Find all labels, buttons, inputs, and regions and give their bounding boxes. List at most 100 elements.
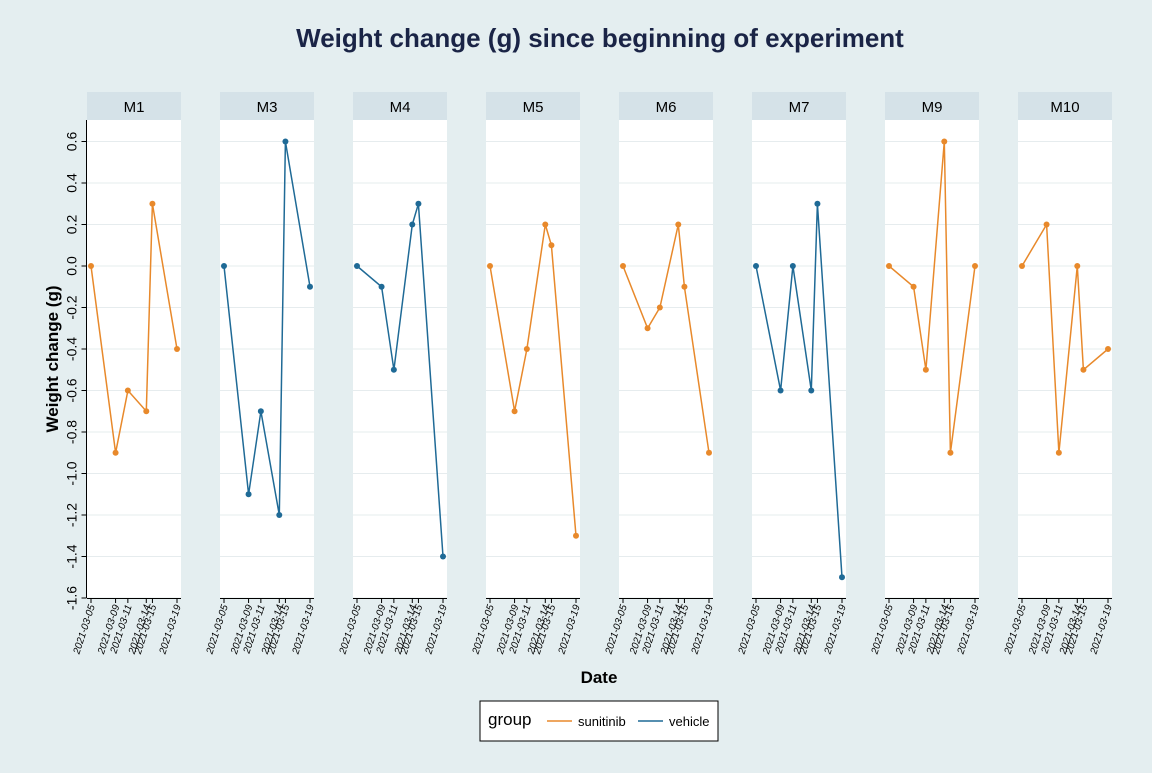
panel-header — [619, 92, 713, 120]
y-axis-label: Weight change (g) — [43, 285, 62, 432]
legend-label-sunitinib: sunitinib — [578, 714, 626, 729]
panel-m4: M42021-03-052021-03-092021-03-112021-03-… — [337, 92, 450, 657]
y-tick-label: -1.0 — [64, 461, 80, 485]
data-point — [149, 200, 156, 207]
data-point — [124, 387, 131, 394]
x-tick-label: 2021-03-05 — [736, 603, 763, 656]
legend-label-vehicle: vehicle — [669, 714, 709, 729]
series-line-m1 — [90, 203, 178, 453]
panel-m7: M72021-03-052021-03-092021-03-112021-03-… — [736, 92, 849, 657]
data-point — [972, 263, 978, 269]
data-point — [573, 532, 579, 539]
panel-header — [885, 92, 979, 120]
x-tick-label: 2021-03-19 — [822, 603, 849, 656]
x-axis-label: Date — [581, 668, 618, 687]
panel-m1: M12021-03-052021-03-092021-03-112021-03-… — [71, 92, 184, 657]
y-tick-label: -1.6 — [64, 586, 80, 610]
y-tick-label: -1.2 — [64, 503, 80, 527]
panel-plot-area — [885, 120, 979, 598]
data-point — [620, 263, 626, 269]
panel-title: M9 — [922, 99, 943, 116]
data-point — [487, 263, 493, 269]
data-point — [814, 200, 821, 207]
data-point — [922, 366, 929, 373]
y-tick-label: -0.6 — [64, 378, 80, 402]
data-point — [88, 263, 94, 269]
panel-header — [752, 92, 846, 120]
y-tick-label: -0.8 — [64, 420, 80, 444]
panel-title: M6 — [656, 99, 677, 116]
panel-plot-area — [486, 120, 580, 598]
series-line-m5 — [489, 224, 577, 536]
panel-title: M1 — [124, 99, 145, 116]
y-tick-label: 0.2 — [64, 215, 80, 235]
data-point — [390, 366, 397, 373]
panel-plot-area — [619, 120, 713, 598]
x-tick-label: 2021-03-19 — [955, 603, 982, 656]
series-line-m10 — [1021, 221, 1109, 453]
panel-plot-area — [87, 120, 181, 598]
data-point — [112, 449, 119, 456]
y-tick-label: -0.2 — [64, 295, 80, 319]
data-point — [1055, 449, 1062, 456]
panel-m6: M62021-03-052021-03-092021-03-112021-03-… — [603, 92, 716, 657]
y-tick-label: -1.4 — [64, 544, 80, 568]
data-point — [1105, 346, 1111, 352]
panel-title: M4 — [390, 99, 411, 116]
x-tick-label: 2021-03-05 — [470, 603, 497, 656]
y-tick-label: -0.4 — [64, 337, 80, 361]
x-tick-label: 2021-03-05 — [869, 603, 896, 656]
data-point — [440, 553, 446, 560]
data-point — [839, 574, 845, 581]
data-point — [276, 512, 283, 518]
data-point — [656, 304, 663, 311]
panel-header — [220, 92, 314, 120]
panel-m5: M52021-03-052021-03-092021-03-112021-03-… — [470, 92, 583, 657]
x-tick-label: 2021-03-05 — [71, 603, 98, 656]
series-line-m7 — [755, 203, 843, 578]
panel-title: M7 — [789, 99, 810, 116]
x-tick-label: 2021-03-05 — [1002, 603, 1029, 656]
data-point — [307, 283, 313, 290]
data-point — [681, 283, 688, 290]
data-point — [644, 325, 651, 332]
y-tick-label: 0.0 — [64, 256, 80, 276]
data-point — [282, 138, 289, 145]
x-tick-label: 2021-03-19 — [290, 603, 317, 656]
panel-title: M10 — [1050, 99, 1079, 116]
data-point — [174, 346, 180, 352]
panel-header — [87, 92, 181, 120]
data-point — [143, 408, 150, 415]
panel-plot-area — [752, 120, 846, 598]
data-point — [789, 263, 796, 269]
x-tick-label: 2021-03-19 — [1088, 603, 1115, 656]
panel-title: M3 — [257, 99, 278, 116]
x-tick-label: 2021-03-05 — [337, 603, 364, 656]
data-point — [523, 346, 530, 352]
panels-layer: M12021-03-052021-03-092021-03-112021-03-… — [71, 92, 1115, 657]
legend-box — [479, 700, 719, 742]
panel-header — [353, 92, 447, 120]
series-line-m6 — [622, 224, 710, 453]
data-point — [511, 408, 518, 415]
y-axis: 0.6 0.4 0.2 0.0 -0.2 -0.4 -0.6 -0.8 -1.0 -1.2 -1.4… — [64, 120, 87, 610]
chart-title: Weight change (g) since beginning of exp… — [296, 23, 904, 53]
panel-plot-area — [353, 120, 447, 598]
data-point — [245, 491, 252, 498]
panel-plot-area — [1018, 120, 1112, 598]
x-tick-label: 2021-03-19 — [556, 603, 583, 656]
data-point — [777, 387, 784, 394]
data-point — [409, 221, 416, 228]
data-point — [808, 387, 815, 394]
data-point — [548, 242, 555, 249]
data-point — [675, 221, 682, 228]
series-line-m4 — [356, 203, 444, 557]
legend: group sunitinib vehicle — [479, 700, 719, 742]
data-point — [1080, 366, 1087, 373]
data-point — [1074, 263, 1081, 269]
data-point — [1043, 221, 1050, 228]
x-tick-label: 2021-03-19 — [157, 603, 184, 656]
y-tick-label: 0.6 — [64, 132, 80, 152]
data-point — [1019, 263, 1025, 269]
